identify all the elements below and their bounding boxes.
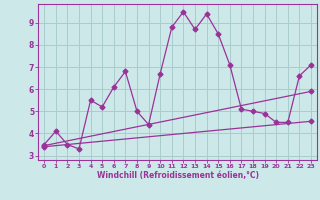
X-axis label: Windchill (Refroidissement éolien,°C): Windchill (Refroidissement éolien,°C) (97, 171, 259, 180)
